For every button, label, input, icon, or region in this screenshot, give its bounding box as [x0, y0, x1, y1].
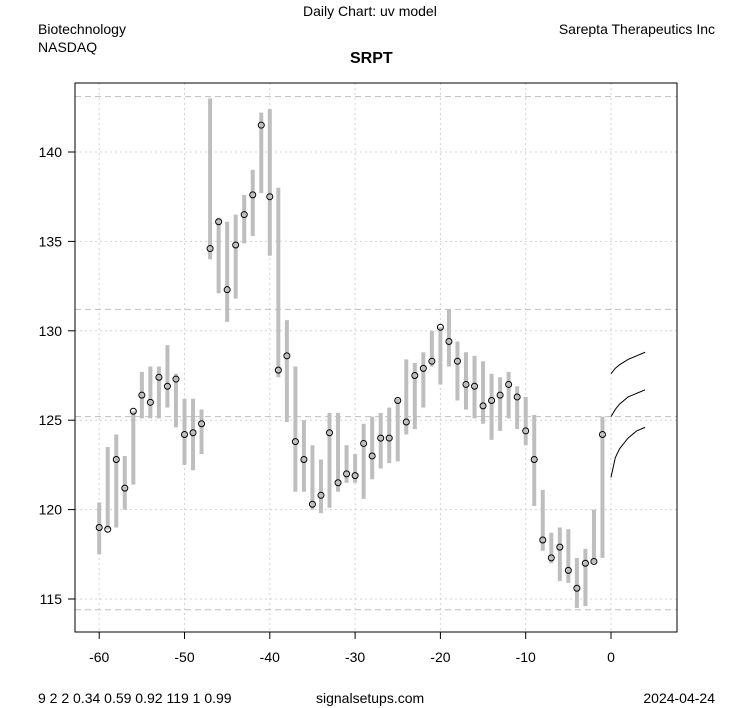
close-point	[590, 557, 598, 565]
close-point	[394, 397, 402, 405]
close-point	[317, 491, 325, 499]
close-point	[326, 429, 334, 437]
sector-label: Biotechnology	[38, 21, 126, 37]
y-tick-label: 125	[39, 412, 63, 428]
close-point	[343, 470, 351, 478]
close-point	[198, 420, 206, 428]
y-tick-label: 140	[39, 144, 63, 160]
close-point	[163, 382, 171, 390]
close-point	[368, 452, 376, 460]
close-point	[462, 380, 470, 388]
close-point	[257, 121, 265, 129]
x-tick-label: 0	[607, 649, 615, 665]
forecast-line-mid	[610, 389, 646, 417]
close-point	[334, 479, 342, 487]
close-point	[360, 439, 368, 447]
close-point	[146, 398, 154, 406]
close-point	[181, 431, 188, 439]
close-point	[95, 523, 103, 531]
close-point	[453, 357, 461, 365]
close-point	[556, 543, 564, 551]
y-tick-label: 135	[39, 233, 63, 249]
close-point	[138, 391, 146, 399]
close-point	[266, 193, 274, 201]
close-point	[112, 456, 120, 464]
forecast-line-lower	[610, 426, 646, 478]
close-point	[513, 393, 521, 401]
x-tick-label: -50	[174, 649, 194, 665]
close-point	[419, 364, 427, 372]
close-point	[104, 525, 112, 533]
x-tick-label: -40	[260, 649, 280, 665]
params-label: 9 2 2 0.34 0.59 0.92 119 1 0.99	[38, 690, 232, 706]
close-point	[223, 286, 231, 294]
chart-title: SRPT	[350, 50, 393, 67]
close-point	[547, 554, 555, 562]
x-tick-label: -20	[430, 649, 450, 665]
x-tick-label: -10	[516, 649, 536, 665]
close-point	[428, 357, 436, 365]
close-point	[274, 366, 282, 374]
close-point	[385, 434, 393, 442]
company-label: Sarepta Therapeutics Inc	[558, 21, 715, 37]
x-tick-label: -30	[345, 649, 365, 665]
y-tick-label: 115	[40, 591, 63, 607]
close-point	[573, 584, 581, 592]
close-point	[505, 380, 513, 388]
close-point	[496, 391, 504, 399]
close-point	[308, 500, 316, 508]
close-point	[189, 429, 197, 437]
close-point	[291, 438, 299, 446]
close-point	[283, 352, 291, 360]
close-point	[232, 241, 240, 249]
forecast-line-upper	[610, 351, 646, 375]
close-point	[172, 375, 180, 383]
close-point	[479, 402, 487, 410]
close-point	[436, 323, 444, 331]
close-point	[539, 536, 547, 544]
close-point	[445, 338, 453, 346]
site-label: signalsetups.com	[316, 690, 425, 706]
x-tick-label: -60	[89, 649, 109, 665]
close-point	[249, 191, 257, 199]
close-point	[351, 472, 359, 480]
chart-type-label: Daily Chart: uv model	[303, 3, 437, 19]
close-point	[300, 456, 308, 464]
close-point	[377, 434, 385, 442]
date-label: 2024-04-24	[643, 690, 715, 706]
close-point	[581, 559, 589, 567]
y-tick-label: 130	[39, 323, 63, 339]
close-point	[121, 484, 129, 492]
exchange-label: NASDAQ	[38, 39, 98, 55]
close-point	[215, 218, 223, 226]
close-point	[530, 456, 538, 464]
close-point	[129, 407, 137, 415]
close-point	[488, 397, 496, 405]
close-point	[206, 245, 214, 253]
close-point	[564, 566, 572, 574]
plot-frame	[74, 82, 678, 633]
close-point	[598, 431, 606, 439]
close-point	[411, 372, 419, 379]
close-point	[155, 373, 163, 381]
close-point	[522, 427, 530, 435]
close-point	[402, 418, 410, 426]
close-point	[240, 211, 248, 219]
y-tick-label: 120	[39, 502, 63, 518]
close-point	[471, 382, 479, 390]
